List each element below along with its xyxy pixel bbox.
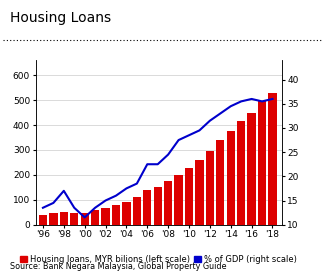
Text: Source: Bank Negara Malaysia, Global Property Guide: Source: Bank Negara Malaysia, Global Pro… — [10, 262, 226, 271]
Legend: Housing loans, MYR bilions (left scale), % of GDP (right scale): Housing loans, MYR bilions (left scale),… — [20, 255, 297, 264]
Bar — [226, 130, 235, 225]
Bar — [101, 208, 110, 225]
Bar — [60, 212, 68, 225]
Bar — [248, 113, 256, 225]
Bar — [91, 210, 99, 225]
Bar — [216, 141, 225, 225]
Bar — [268, 93, 277, 225]
Bar — [258, 101, 266, 225]
Bar — [133, 197, 141, 225]
Bar — [143, 190, 151, 225]
Bar — [112, 205, 120, 225]
Text: Housing Loans: Housing Loans — [10, 11, 111, 25]
Bar — [70, 213, 78, 225]
Bar — [206, 151, 214, 225]
Bar — [122, 201, 131, 225]
Bar — [195, 160, 203, 225]
Bar — [174, 175, 183, 225]
Bar — [154, 187, 162, 225]
Bar — [185, 168, 193, 225]
Bar — [39, 215, 47, 225]
Bar — [237, 121, 245, 225]
Bar — [164, 181, 172, 225]
Bar — [49, 213, 58, 225]
Bar — [80, 213, 89, 225]
